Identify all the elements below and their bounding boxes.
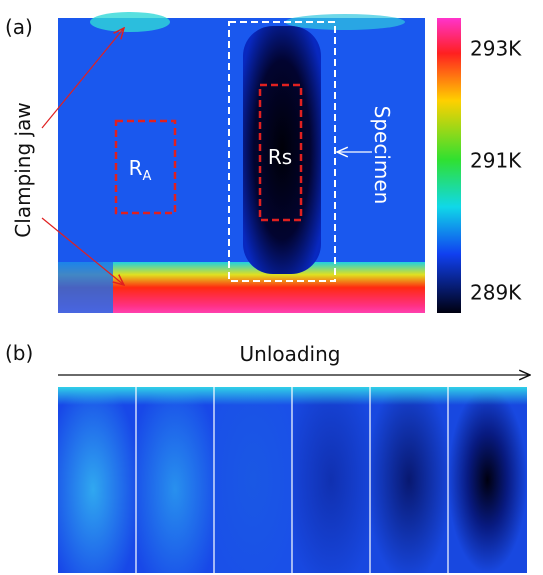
thermal-image bbox=[58, 12, 425, 313]
colorbar-tick-label: 289K bbox=[470, 281, 522, 305]
rs-label: Rs bbox=[268, 145, 292, 169]
colorbar bbox=[437, 18, 461, 313]
specimen-label: Specimen bbox=[370, 106, 394, 205]
image-sequence bbox=[58, 387, 527, 573]
colorbar-tick-label: 291K bbox=[470, 149, 522, 173]
panel-label: (b) bbox=[5, 341, 33, 365]
arrow-label: Unloading bbox=[240, 342, 341, 366]
figure: (a) Rs RA Specimen Clamping jaw 293K 291… bbox=[0, 0, 543, 575]
clamping-label: Clamping jaw bbox=[11, 102, 35, 237]
colorbar-tick-label: 293K bbox=[470, 37, 522, 61]
panel-label: (a) bbox=[5, 15, 33, 39]
